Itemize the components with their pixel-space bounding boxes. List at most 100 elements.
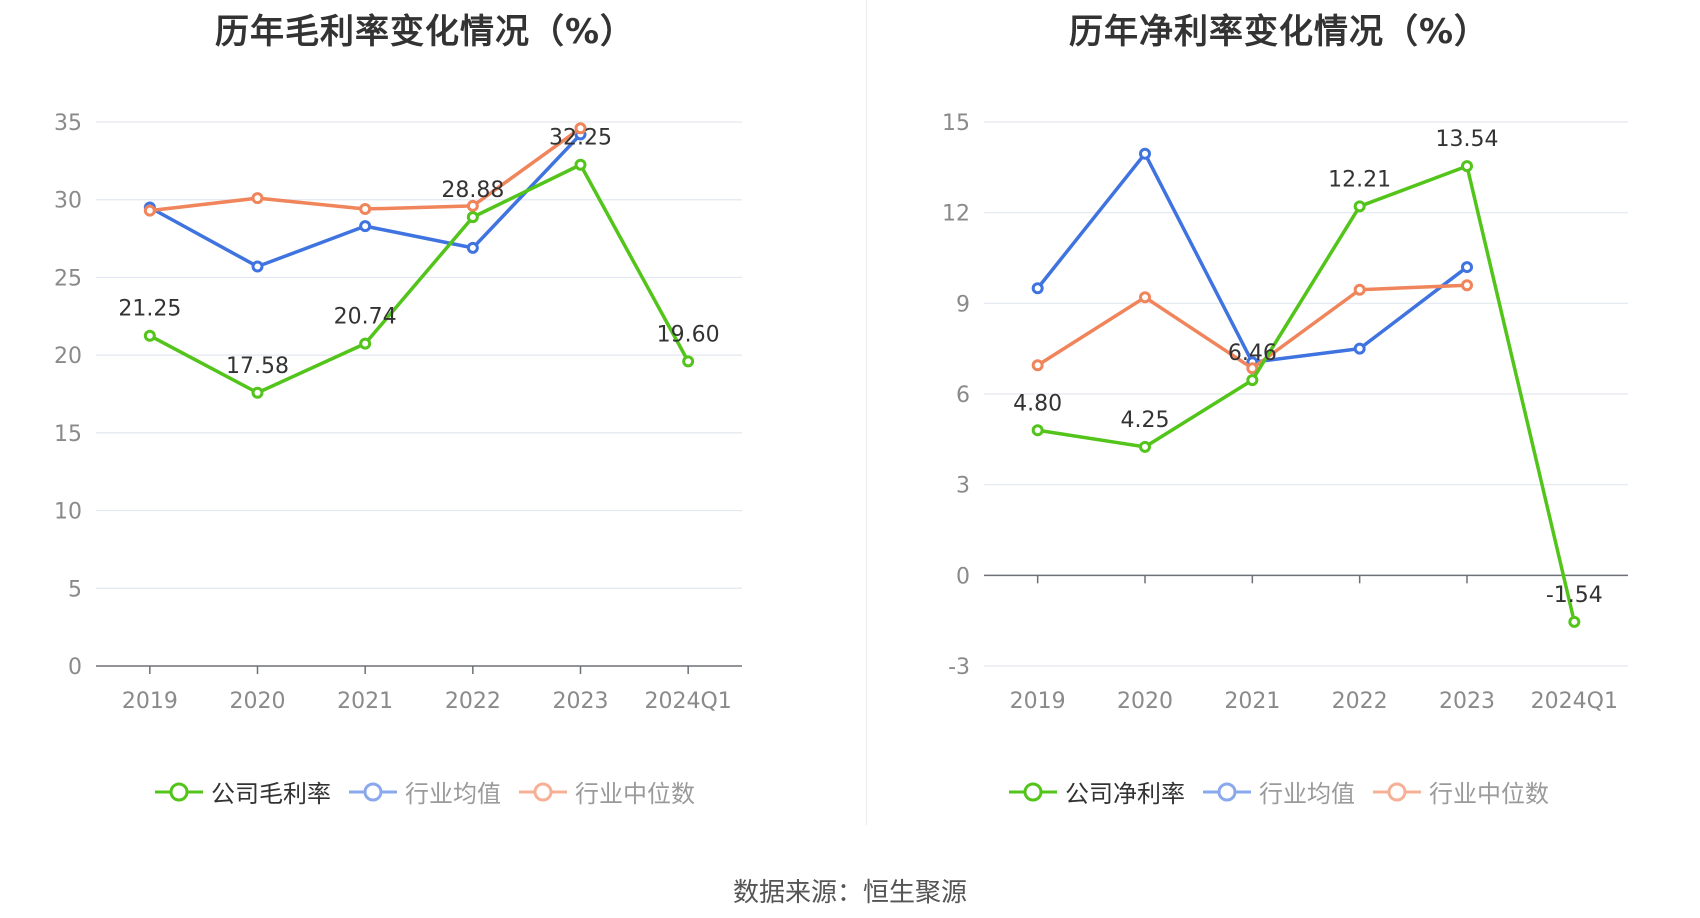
legend-label: 行业均值 [1259, 780, 1355, 808]
y-tick-label: 9 [956, 292, 970, 317]
data-point [1031, 359, 1044, 372]
legend-label: 行业中位数 [1429, 780, 1549, 808]
data-point [1246, 362, 1259, 375]
x-tick-label: 2022 [445, 689, 501, 714]
data-point [1461, 160, 1473, 173]
data-point [359, 337, 372, 350]
y-tick-label: 30 [54, 189, 82, 214]
legend-label: 公司净利率 [1065, 780, 1185, 808]
x-tick-label: 2021 [337, 689, 393, 714]
x-tick-label: 2023 [553, 689, 609, 714]
gross-margin-chart: 0 5 10 15 20 25 30 35 2019 2020 2021 2022 2023 2024Q1… [54, 111, 742, 714]
y-tick-label: 12 [942, 202, 970, 227]
y-tick-label: 20 [54, 344, 82, 369]
gross-margin-legend: 公司毛利率 行业均值 行业中位数 [0, 774, 850, 809]
data-point [359, 220, 372, 233]
data-point [574, 122, 587, 135]
data-point [466, 199, 479, 212]
legend-label: 行业均值 [405, 780, 501, 808]
y-tick-label: 5 [68, 577, 82, 602]
panel-divider [866, 0, 867, 825]
data-label: 19.60 [657, 322, 720, 347]
data-point [251, 386, 264, 399]
data-point [466, 241, 479, 254]
series-line-1 [1036, 151, 1469, 365]
y-tick-label: 35 [54, 111, 82, 136]
data-label: 6.46 [1228, 341, 1277, 366]
blue-line-marker-icon [1203, 782, 1251, 801]
data-point [682, 355, 695, 368]
data-label: 4.25 [1121, 408, 1170, 433]
data-label: 12.21 [1328, 167, 1391, 192]
data-label: 21.25 [118, 297, 181, 322]
y-tick-label: 6 [956, 383, 970, 408]
legend-item-industry-median[interactable]: 行业中位数 [1373, 774, 1549, 809]
x-tick-label: 2019 [1010, 689, 1066, 714]
x-tick-label: 2021 [1224, 689, 1280, 714]
legend-item-company-net-margin[interactable]: 公司净利率 [1009, 774, 1185, 809]
data-label: 20.74 [334, 305, 397, 330]
net-margin-chart: -3 0 3 6 9 12 15 2019 2020 2021 2022 2023 2024Q1 4.80… [942, 111, 1628, 714]
data-point [1568, 615, 1581, 628]
series-line-2 [149, 126, 582, 213]
data-point [574, 158, 587, 171]
data-label: 28.88 [441, 178, 504, 203]
y-tick-label: 10 [54, 500, 82, 525]
data-label: 17.58 [226, 354, 289, 379]
legend-item-industry-median[interactable]: 行业中位数 [519, 774, 695, 809]
x-tick-label: 2020 [230, 689, 286, 714]
net-margin-legend: 公司净利率 行业均值 行业中位数 [858, 774, 1700, 809]
series-line-0 [1037, 164, 1577, 623]
data-point [1461, 279, 1473, 292]
data-point [1139, 440, 1151, 453]
data-point [1461, 261, 1473, 274]
blue-line-marker-icon [349, 782, 397, 801]
x-tick-label: 2024Q1 [1531, 689, 1618, 714]
x-tick-label: 2024Q1 [645, 689, 732, 714]
series-line-0 [149, 162, 690, 395]
data-label: 32.25 [549, 126, 612, 151]
orange-line-marker-icon [519, 782, 567, 801]
y-tick-label: 0 [956, 564, 970, 589]
gross-margin-panel: 历年毛利率变化情况（%） 0 5 10 15 20 25 30 35 2019 2020 2021 2… [0, 0, 850, 820]
data-label: 4.80 [1013, 391, 1062, 416]
y-tick-label: 25 [54, 266, 82, 291]
y-tick-label: -3 [948, 655, 970, 680]
series-line-1 [148, 133, 582, 269]
x-tick-label: 2023 [1439, 689, 1495, 714]
legend-label: 行业中位数 [575, 780, 695, 808]
data-point [1031, 282, 1044, 295]
data-point [466, 211, 479, 224]
data-point [251, 192, 264, 205]
data-point [1246, 374, 1259, 387]
data-point [1353, 342, 1366, 355]
data-source: 数据来源：恒生聚源 [732, 878, 967, 908]
y-tick-label: 15 [54, 422, 82, 447]
net-margin-panel: 历年净利率变化情况（%） -3 0 3 6 9 12 15 2019 2020 2021 2022 2… [858, 0, 1700, 820]
y-tick-label: 0 [68, 655, 82, 680]
legend-item-industry-mean[interactable]: 行业均值 [1203, 774, 1355, 809]
data-label: 13.54 [1436, 127, 1499, 152]
data-point [1353, 200, 1366, 213]
data-label: -1.54 [1546, 583, 1603, 608]
data-point [1139, 147, 1151, 160]
data-point [251, 260, 264, 273]
x-tick-label: 2020 [1117, 689, 1173, 714]
data-point [143, 329, 156, 342]
orange-line-marker-icon [1373, 782, 1421, 801]
data-point [359, 203, 372, 216]
data-point [143, 204, 156, 217]
x-tick-label: 2022 [1332, 689, 1388, 714]
green-line-marker-icon [1009, 782, 1057, 801]
gross-margin-title: 历年毛利率变化情况（%） [214, 12, 636, 52]
legend-label: 公司毛利率 [211, 780, 331, 808]
legend-item-industry-mean[interactable]: 行业均值 [349, 774, 501, 809]
x-tick-label: 2019 [122, 689, 178, 714]
data-point [1353, 283, 1366, 296]
green-line-marker-icon [155, 782, 203, 801]
data-point [1139, 291, 1151, 304]
legend-item-company-gross-margin[interactable]: 公司毛利率 [155, 774, 331, 809]
net-margin-title: 历年净利率变化情况（%） [1068, 12, 1490, 52]
y-tick-label: 15 [942, 111, 970, 136]
y-tick-label: 3 [956, 474, 970, 499]
